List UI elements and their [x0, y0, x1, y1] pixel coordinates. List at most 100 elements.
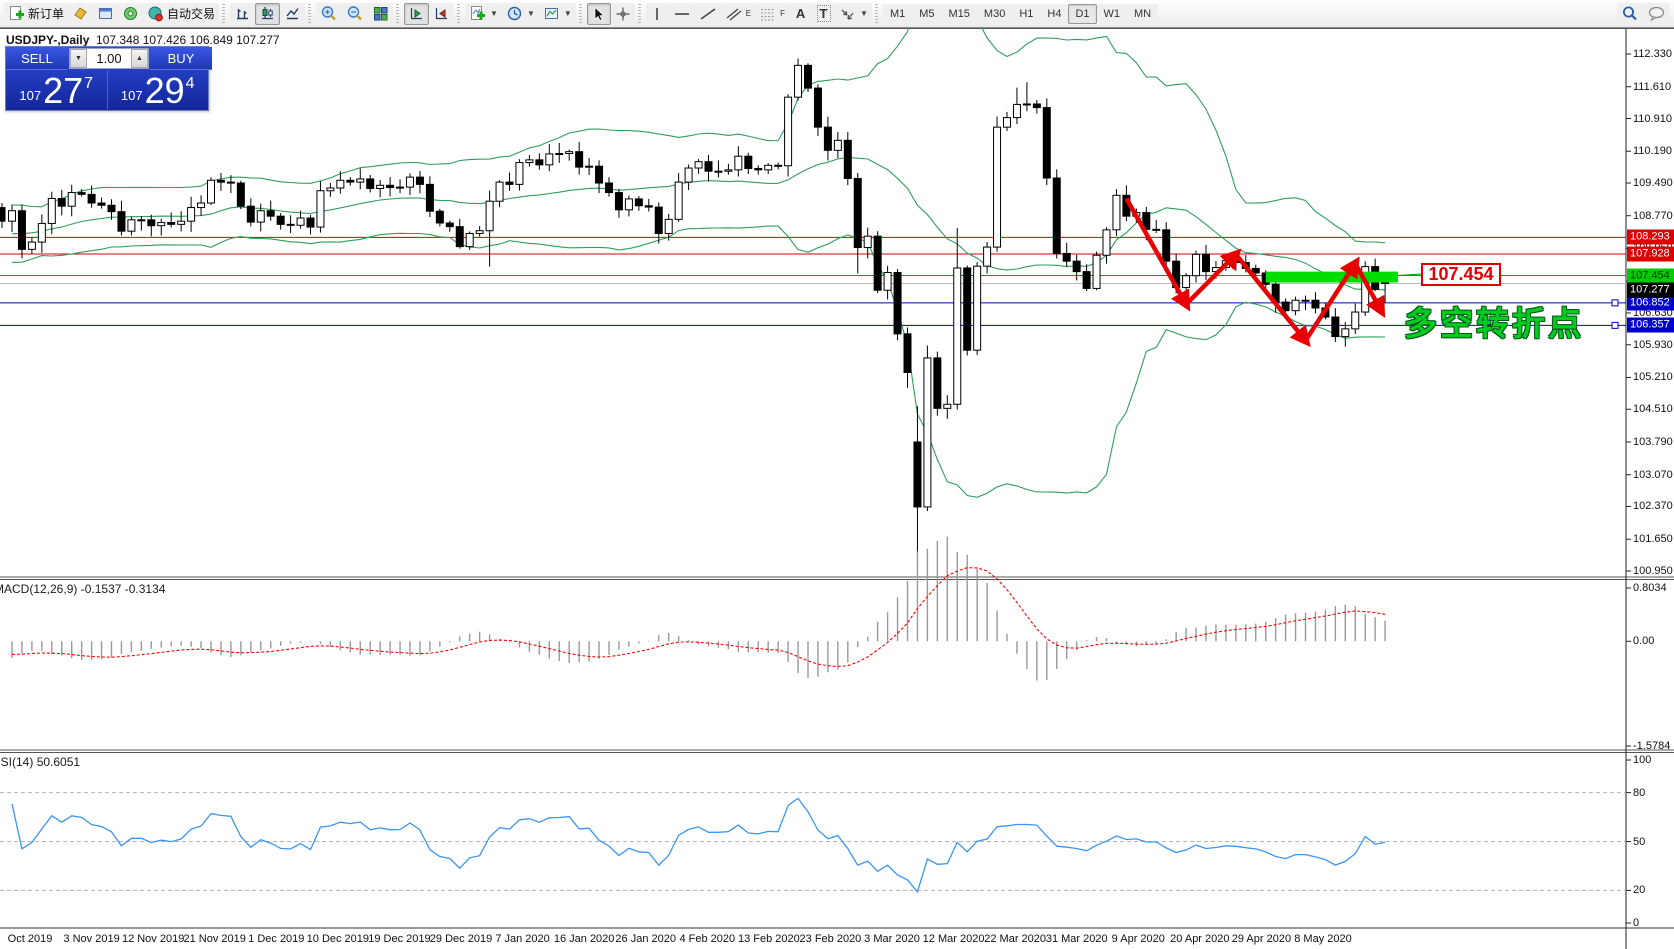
equidistant-channel-tool[interactable]: E: [720, 2, 756, 25]
level-endpoint-marker: [1611, 321, 1619, 329]
date-label: 8 May 2020: [1294, 933, 1352, 945]
timeframe-m1[interactable]: M1: [882, 3, 913, 24]
date-label: 16 Jan 2020: [553, 933, 615, 945]
date-label: 22 Mar 2020: [984, 933, 1047, 945]
buy-price[interactable]: 107 29 4: [108, 70, 209, 109]
vertical-line-tool[interactable]: [645, 2, 669, 25]
chevron-down-icon: ▼: [563, 9, 572, 18]
candles-layer: [0, 58, 1390, 561]
zigzag-arrow: [1303, 256, 1360, 342]
timeframe-m15[interactable]: M15: [941, 3, 977, 24]
new-order-label: 新订单: [28, 7, 65, 21]
price-tick: 110.190: [1633, 145, 1672, 158]
vertical-line-icon: [656, 7, 659, 20]
date-label: 26 Jan 2020: [615, 933, 676, 945]
date-label: 7 Jan 2020: [495, 933, 550, 945]
cursor-button[interactable]: [586, 2, 611, 25]
volume-input[interactable]: [87, 49, 131, 68]
timeframe-mn[interactable]: MN: [1127, 3, 1159, 24]
bar-chart-button[interactable]: [230, 2, 256, 25]
timeframe-m30[interactable]: M30: [976, 3, 1013, 24]
line-chart-icon: [286, 8, 299, 20]
toolbar-grip: [308, 3, 312, 24]
text-tool-icon: A: [795, 6, 806, 21]
market-watch-icon: [74, 7, 87, 20]
rsi-axis-label: 20: [1633, 884, 1646, 897]
date-label: 9 Apr 2020: [1111, 933, 1165, 945]
auto-scroll-icon: [410, 8, 423, 20]
timeframe-h1[interactable]: H1: [1012, 3, 1041, 24]
macd-axis-label: -1.5784: [1633, 740, 1671, 752]
date-label: 31 Mar 2020: [1045, 933, 1108, 945]
periods-button[interactable]: ▼: [501, 2, 539, 25]
rsi-value: 50.6051: [36, 755, 81, 769]
sell-button[interactable]: SELL: [6, 47, 68, 70]
text-label-icon: T: [816, 5, 831, 22]
price-tick: 111.610: [1633, 80, 1672, 93]
tile-windows-button[interactable]: [368, 2, 394, 25]
date-label: 12 Mar 2020: [922, 933, 985, 945]
templates-button[interactable]: ▼: [538, 2, 576, 25]
volume-decrease-button[interactable]: ▼: [70, 49, 87, 68]
price-tick: 102.370: [1633, 500, 1673, 513]
text-label-tool[interactable]: T: [812, 2, 836, 25]
sell-price[interactable]: 107 27 7: [6, 70, 108, 109]
clock-icon: [507, 6, 522, 21]
macd-axis-label: 0.8034: [1633, 582, 1667, 594]
arrows-tool[interactable]: ▼: [835, 2, 872, 25]
trendline-icon: [700, 7, 716, 20]
bollinger-lower: [11, 225, 1386, 498]
market-watch-button[interactable]: [68, 2, 94, 25]
macd-name: MACD(12,26,9): [0, 582, 78, 596]
toolbar-grip: [396, 3, 400, 24]
level-endpoint-marker: [1611, 299, 1619, 307]
text-tool[interactable]: A: [789, 2, 813, 25]
chat-icon: [1648, 6, 1665, 22]
buy-button[interactable]: BUY: [150, 47, 212, 70]
price-level-badge: 108.293: [1627, 229, 1674, 245]
price-tick: 112.330: [1633, 48, 1672, 60]
chevron-down-icon: ▼: [526, 9, 535, 18]
sell-price-prefix: 107: [19, 88, 42, 103]
date-label: 3 Mar 2020: [864, 933, 920, 945]
new-order-button[interactable]: 新订单: [4, 2, 69, 25]
volume-increase-button[interactable]: ▲: [131, 49, 148, 68]
crosshair-button[interactable]: [610, 2, 635, 25]
zigzag-arrow: [1184, 248, 1242, 306]
price-tick: 103.070: [1633, 468, 1673, 481]
date-label: 10 Dec 2019: [306, 933, 370, 945]
macd-label: MACD(12,26,9) -0.1537 -0.3134: [0, 582, 165, 596]
macd-signal-line: [11, 567, 1386, 668]
chart-shift-button[interactable]: [429, 2, 455, 25]
macd-layer: [11, 536, 1386, 681]
data-window-button[interactable]: [93, 2, 119, 25]
zoom-out-button[interactable]: [342, 2, 369, 25]
timeframe-d1[interactable]: D1: [1068, 3, 1097, 24]
timeframe-m5[interactable]: M5: [912, 3, 942, 24]
auto-trading-button[interactable]: 自动交易: [143, 2, 220, 25]
price-flag-107454: 107.454: [1421, 263, 1501, 286]
price-tick: 104.510: [1633, 403, 1673, 416]
bar-chart-icon: [237, 9, 249, 20]
candlestick-chart-icon: [262, 7, 274, 20]
candlestick-chart-button[interactable]: [255, 2, 281, 25]
rsi-axis-label: 100: [1633, 754, 1652, 766]
auto-scroll-button[interactable]: [404, 2, 430, 25]
toolbar-grip: [457, 3, 461, 24]
zoom-in-button[interactable]: [316, 2, 343, 25]
chat-button[interactable]: [1643, 2, 1670, 25]
search-button[interactable]: [1617, 2, 1643, 25]
navigator-button[interactable]: [118, 2, 144, 25]
trendline-tool[interactable]: [694, 2, 721, 25]
horizontal-line-tool[interactable]: [668, 2, 695, 25]
fibonacci-tool[interactable]: F: [755, 2, 790, 25]
timeframe-w1[interactable]: W1: [1096, 3, 1128, 24]
line-chart-button[interactable]: [280, 2, 306, 25]
cursor-icon: [594, 6, 605, 21]
price-level-badge: 106.852: [1627, 295, 1674, 311]
timeframe-h4[interactable]: H4: [1040, 3, 1069, 24]
zigzag-arrow: [1353, 262, 1386, 318]
date-label: 12 Nov 2019: [121, 933, 185, 945]
indicators-button[interactable]: ▼: [465, 2, 502, 25]
